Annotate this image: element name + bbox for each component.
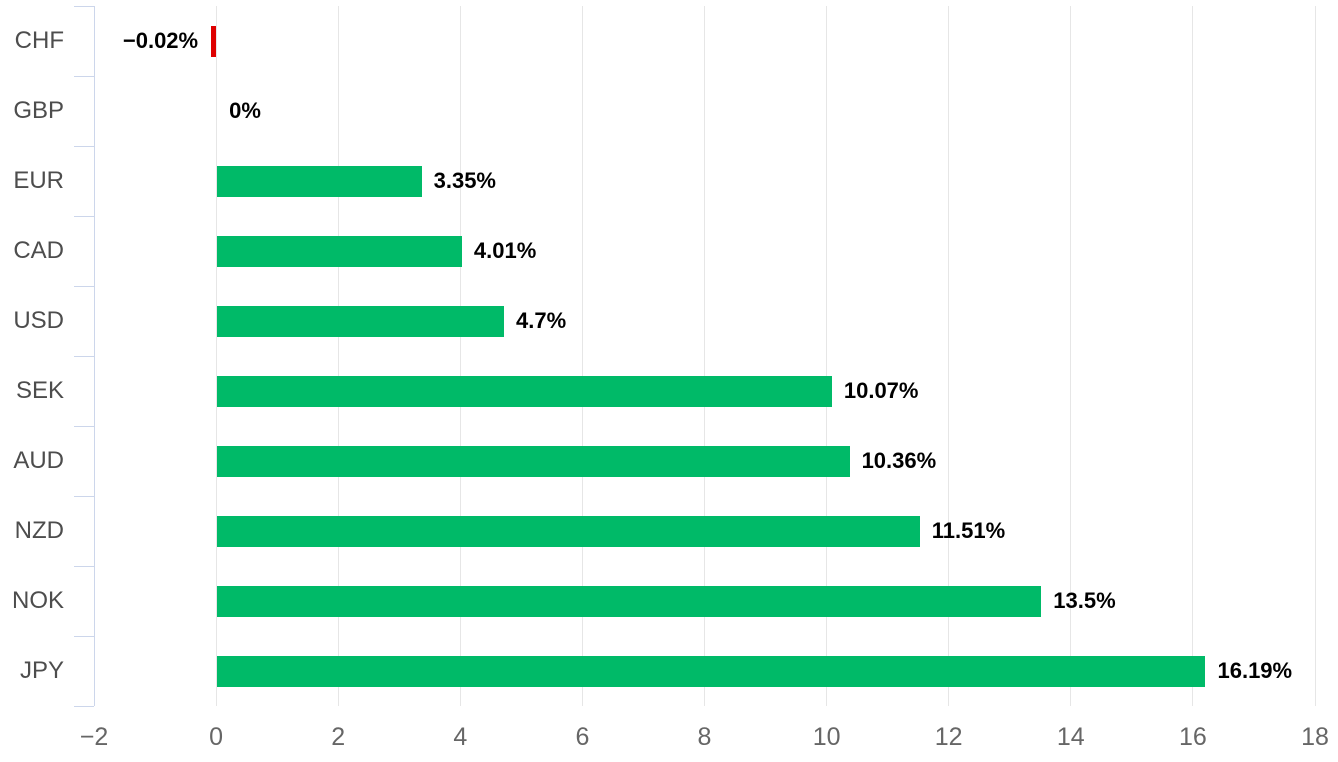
y-axis-tick (74, 6, 94, 7)
y-axis-tick (74, 286, 94, 287)
y-axis-tick (74, 356, 94, 357)
y-axis-tick (74, 496, 94, 497)
gridline (1070, 6, 1072, 706)
gridline (948, 6, 950, 706)
value-label-chf: −0.02% (122, 28, 199, 53)
category-label-sek: SEK (15, 377, 64, 404)
gridline (704, 6, 705, 706)
x-axis-tick-label: −2 (79, 723, 109, 751)
value-label-aud: 10.36% (861, 448, 937, 473)
x-axis-tick-label: 8 (697, 723, 712, 751)
x-axis-tick-label: 18 (1301, 723, 1329, 751)
value-label-jpy: 16.19% (1217, 658, 1293, 683)
value-label-eur: 3.35% (433, 168, 496, 193)
category-label-cad: CAD (13, 237, 64, 264)
bar-nok[interactable] (217, 585, 1042, 617)
bar-jpy[interactable] (217, 655, 1206, 687)
category-label-usd: USD (13, 307, 64, 334)
x-axis-tick-label: 10 (812, 723, 841, 751)
category-label-chf: CHF (14, 27, 64, 54)
y-axis-tick (74, 566, 94, 567)
gridline (459, 6, 461, 706)
value-label-nzd: 11.51% (931, 518, 1006, 543)
bar-eur[interactable] (217, 165, 422, 197)
value-label-nok: 13.5% (1053, 588, 1116, 613)
x-axis-tick-label: 2 (331, 723, 346, 751)
gridline (826, 6, 828, 706)
bar-aud[interactable] (217, 445, 850, 477)
y-axis-tick (74, 216, 94, 217)
bar-sek[interactable] (217, 375, 832, 407)
category-label-gbp: GBP (13, 97, 64, 124)
gridline (337, 6, 339, 706)
gridline (1314, 6, 1316, 706)
x-axis-tick-label: 14 (1056, 723, 1085, 751)
x-axis-tick-label: 0 (209, 723, 224, 751)
bar-chf[interactable] (211, 25, 217, 57)
category-label-aud: AUD (13, 447, 64, 474)
bar-usd[interactable] (217, 305, 505, 337)
y-axis-tick (74, 706, 94, 707)
x-axis-tick-label: 6 (575, 723, 590, 751)
bar-cad[interactable] (217, 235, 462, 267)
gridline (1192, 6, 1194, 706)
value-label-cad: 4.01% (473, 238, 537, 263)
y-axis-tick (74, 426, 94, 427)
category-label-nok: NOK (11, 587, 64, 614)
x-axis-tick-label: 12 (934, 723, 963, 751)
gridline (581, 6, 583, 706)
x-axis-tick-label: 16 (1178, 723, 1207, 751)
value-label-gbp: 0% (229, 98, 261, 123)
value-label-usd: 4.7% (516, 308, 567, 333)
bar-nzd[interactable] (217, 515, 920, 547)
x-axis-tick-label: 4 (453, 723, 468, 751)
y-axis-tick (74, 146, 94, 147)
category-label-jpy: JPY (19, 657, 64, 684)
category-label-nzd: NZD (14, 517, 64, 544)
gridline (215, 6, 217, 706)
category-label-eur: EUR (13, 167, 64, 194)
value-label-sek: 10.07% (843, 378, 919, 403)
y-axis-line (94, 6, 95, 706)
y-axis-tick (74, 76, 94, 77)
y-axis-tick (74, 636, 94, 637)
